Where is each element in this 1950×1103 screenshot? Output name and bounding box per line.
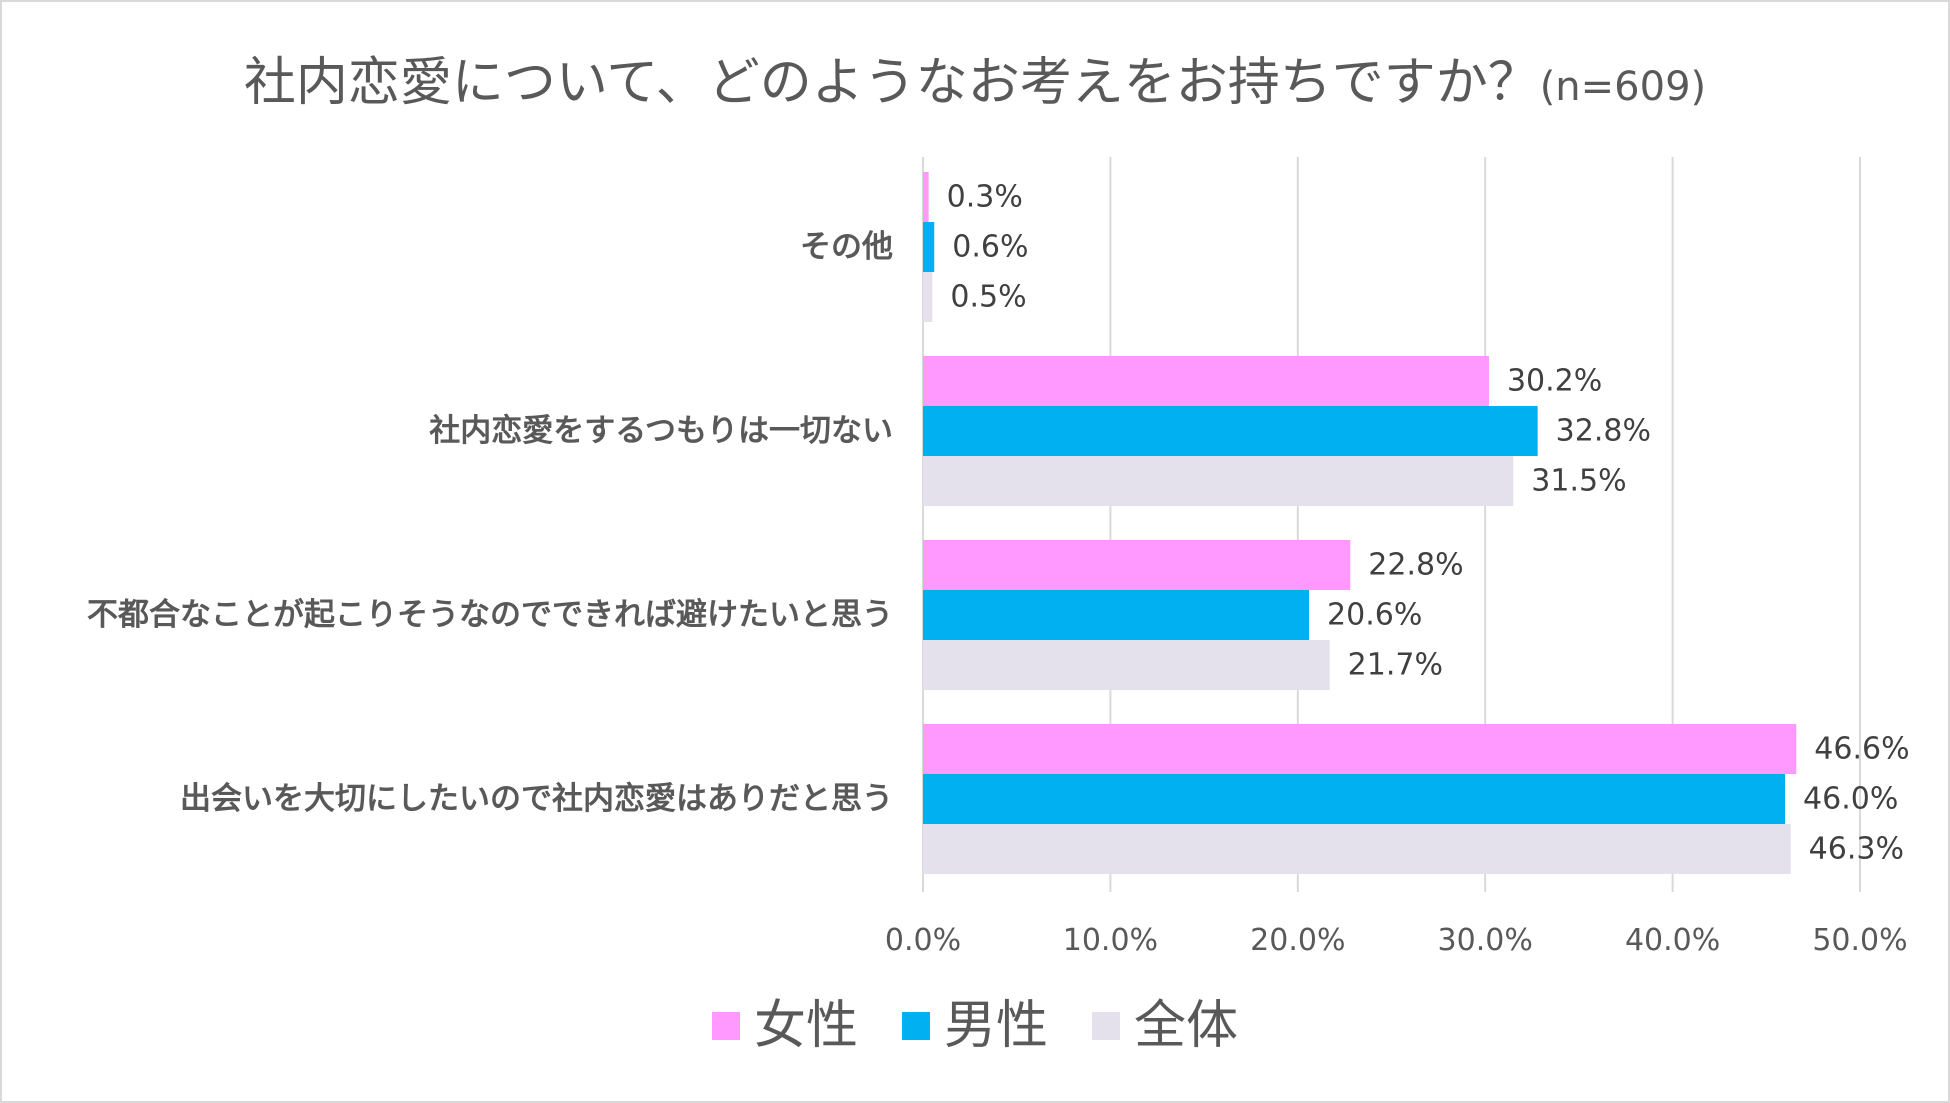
- bar-男性-1: [923, 406, 1538, 456]
- x-tick-label: 0.0%: [885, 923, 961, 958]
- data-label: 46.3%: [1809, 832, 1904, 867]
- bar-男性-3: [923, 774, 1786, 824]
- legend-label: 男性: [943, 996, 1048, 1056]
- bar-女性-3: [923, 724, 1797, 774]
- data-label: 0.3%: [947, 180, 1023, 215]
- data-label: 22.8%: [1368, 548, 1463, 583]
- bar-全体-1: [923, 456, 1514, 506]
- legend-swatch: [1092, 1012, 1120, 1040]
- data-label: 20.6%: [1327, 598, 1422, 633]
- bar-女性-2: [923, 540, 1351, 590]
- legend-swatch: [711, 1012, 740, 1040]
- bar-男性-0: [923, 222, 935, 272]
- category-label: 出会いを大切にしたいので社内恋愛はありだと思う: [180, 781, 893, 817]
- legend-item: 全体: [1092, 1000, 1238, 1052]
- legend: 女性 男性 全体: [0, 1000, 1950, 1052]
- x-tick-label: 10.0%: [1063, 923, 1158, 958]
- data-label: 31.5%: [1531, 464, 1626, 499]
- legend-label: 女性: [753, 996, 858, 1056]
- x-tick-label: 20.0%: [1250, 923, 1345, 958]
- chart-title-sample-size: (n=609): [1539, 64, 1707, 110]
- legend-item: 女性: [711, 996, 858, 1056]
- bar-女性-1: [923, 356, 1489, 406]
- bar-女性-0: [923, 172, 929, 222]
- x-axis-tick-labels: 0.0% 10.0% 20.0% 30.0% 40.0% 50.0%: [885, 923, 1908, 958]
- bar-chart: 0.3% 0.6% 0.5% 30.2% 32.8% 31.5% 22.8% 20.6% 21.…: [87, 157, 1910, 958]
- category-label: 不都合なことが起こりそうなのでできれば避けたいと思う: [87, 597, 893, 633]
- data-label: 32.8%: [1556, 414, 1651, 449]
- data-label: 0.6%: [952, 230, 1028, 265]
- x-tick-label: 40.0%: [1625, 923, 1720, 958]
- legend-label: 全体: [1134, 996, 1239, 1056]
- x-tick-label: 30.0%: [1438, 923, 1533, 958]
- bar-全体-2: [923, 640, 1330, 690]
- bar-全体-3: [923, 824, 1791, 874]
- bars: [923, 172, 1797, 874]
- data-label: 21.7%: [1348, 648, 1443, 683]
- category-labels: その他社内恋愛をするつもりは一切ない不都合なことが起こりそうなのでできれば避けた…: [87, 229, 893, 817]
- chart-title-text: 社内恋愛について、どのようなお考えをお持ちですか？: [243, 53, 1540, 113]
- data-label: 30.2%: [1507, 364, 1602, 399]
- legend-swatch: [901, 1012, 930, 1040]
- legend-item: 男性: [901, 996, 1048, 1056]
- data-label: 0.5%: [950, 280, 1026, 315]
- chart-title: 社内恋愛について、どのようなお考えをお持ちですか？(n=609): [0, 40, 1950, 115]
- bar-男性-2: [923, 590, 1310, 640]
- data-label: 46.0%: [1803, 782, 1898, 817]
- x-tick-label: 50.0%: [1812, 923, 1907, 958]
- data-label: 46.6%: [1814, 732, 1909, 767]
- bar-全体-0: [923, 272, 933, 322]
- category-label: その他: [800, 229, 893, 265]
- data-labels: 0.3% 0.6% 0.5% 30.2% 32.8% 31.5% 22.8% 20.6% 21.…: [947, 180, 1910, 867]
- category-label: 社内恋愛をするつもりは一切ない: [429, 413, 893, 449]
